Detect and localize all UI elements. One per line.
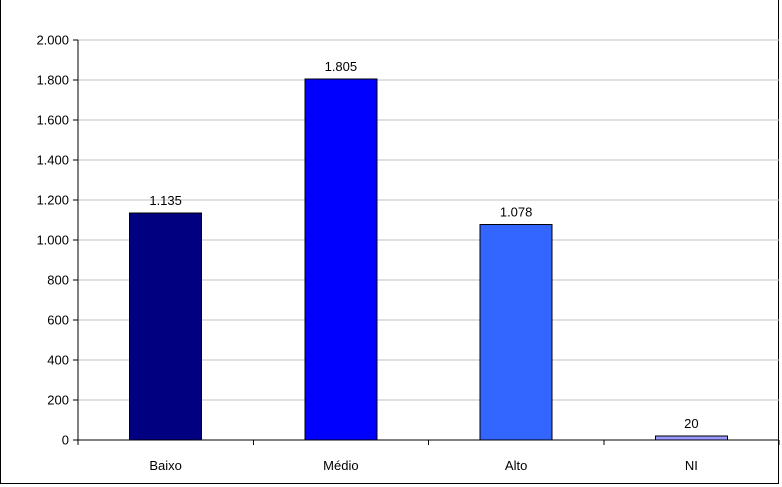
bar-ni (654, 435, 728, 441)
x-tick-label: Baixo (149, 458, 182, 473)
y-tick-label: 2.000 (36, 33, 69, 48)
y-tick-label: 600 (47, 313, 69, 328)
data-label: 1.805 (325, 59, 358, 74)
y-tick-label: 400 (47, 353, 69, 368)
y-tick-label: 1.200 (36, 193, 69, 208)
y-tick-label: 1.600 (36, 113, 69, 128)
y-tick-label: 200 (47, 393, 69, 408)
y-tick-label: 800 (47, 273, 69, 288)
data-label: 1.078 (500, 204, 533, 219)
x-tick-label: Médio (323, 458, 358, 473)
bar-médio (304, 78, 378, 441)
data-label: 1.135 (149, 193, 182, 208)
x-tick-label: Alto (505, 458, 527, 473)
y-tick-label: 1.800 (36, 73, 69, 88)
y-tick-label: 1.000 (36, 233, 69, 248)
y-tick-label: 1.400 (36, 153, 69, 168)
bar-alto (479, 223, 553, 441)
x-tick-label: NI (685, 458, 698, 473)
bar-baixo (129, 212, 203, 441)
data-label: 20 (684, 416, 698, 431)
y-tick-label: 0 (62, 433, 69, 448)
